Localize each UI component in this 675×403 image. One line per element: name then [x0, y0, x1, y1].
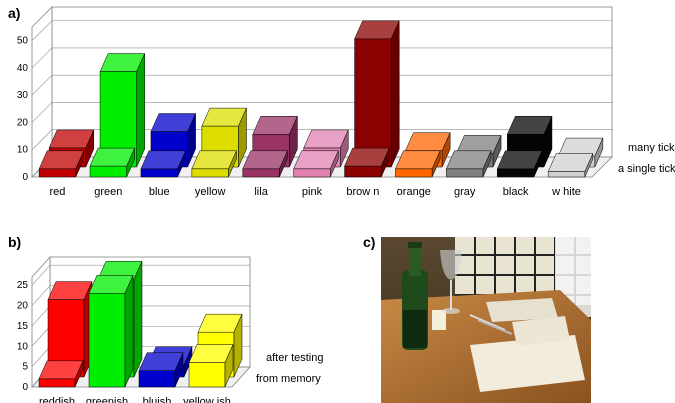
gridline — [31, 264, 250, 286]
x-tick-label: lila — [254, 186, 268, 198]
spoon — [469, 314, 506, 331]
y-tick-label: 50 — [17, 36, 29, 47]
bar — [188, 344, 234, 388]
paper-sheet — [512, 316, 570, 346]
y-tick-label: 30 — [17, 90, 29, 101]
panel-label-c: c) — [363, 234, 375, 250]
x-tick-label: gray — [454, 186, 476, 198]
bar — [140, 150, 186, 178]
bar — [344, 147, 390, 178]
panel-label-b: b) — [8, 234, 21, 250]
wine-glass — [440, 250, 462, 314]
gridline — [31, 20, 612, 41]
series-label: a single tick — [618, 163, 675, 175]
bar — [89, 147, 136, 178]
y-tick-label: 25 — [17, 280, 29, 291]
gridline — [31, 285, 250, 306]
green-bottle — [402, 242, 428, 350]
y-tick-label: 0 — [22, 172, 28, 183]
x-tick-label: pink — [302, 186, 323, 198]
series-label: from memory — [256, 373, 321, 385]
bar — [547, 153, 594, 178]
chart-a-labels: 0 10 20 30 40 50 red green blue yellow lila pink bro… — [17, 36, 675, 198]
y-tick-label: 20 — [17, 117, 29, 128]
bar — [88, 275, 134, 388]
gridline — [31, 129, 612, 150]
bar — [293, 150, 339, 178]
x-tick-label: yellow ish — [183, 396, 231, 403]
table-photo — [381, 237, 591, 403]
y-tick-label: 40 — [17, 63, 29, 74]
chart-b-front-row — [38, 275, 234, 388]
y-tick-label: 10 — [17, 145, 29, 156]
gridline — [31, 47, 612, 69]
y-tick-label: 5 — [22, 362, 28, 373]
y-tick-label: 20 — [17, 301, 29, 312]
shoji-window — [455, 237, 591, 317]
bar — [395, 150, 441, 178]
x-tick-label: blue — [149, 186, 170, 198]
x-tick-label: reddish — [39, 396, 75, 403]
x-tick-label: w hite — [551, 186, 581, 198]
candle — [432, 310, 446, 330]
x-tick-label: orange — [397, 186, 431, 198]
y-tick-label: 15 — [17, 321, 29, 332]
x-tick-label: brow n — [346, 186, 379, 198]
knife — [477, 319, 513, 335]
bar — [99, 53, 146, 168]
x-tick-label: greenish — [86, 396, 128, 403]
x-tick-label: black — [503, 186, 529, 198]
paper-sheet — [486, 298, 558, 322]
y-tick-label: 0 — [22, 382, 28, 393]
panel-label-a: a) — [8, 5, 20, 21]
gridline — [31, 102, 612, 123]
x-tick-label: yellow — [195, 186, 226, 198]
bar — [242, 150, 288, 178]
y-tick-label: 10 — [17, 341, 29, 352]
x-tick-label: bluish — [143, 396, 172, 403]
series-label: after testing — [266, 352, 323, 364]
chart-b: 0 5 10 15 20 25 reddish greenish bluish yellow is… — [17, 255, 324, 403]
bar — [191, 150, 237, 178]
x-tick-label: green — [94, 186, 122, 198]
bar — [138, 352, 184, 388]
bar — [496, 150, 543, 178]
bar — [38, 150, 85, 178]
bar — [38, 360, 84, 388]
series-label: many ticks — [628, 142, 675, 154]
chart-a: 0 10 20 30 40 50 red green blue yellow lila pink bro… — [17, 6, 675, 198]
bar — [354, 20, 400, 168]
x-tick-label: red — [50, 186, 66, 198]
chart-a-front-row — [38, 147, 594, 178]
bar — [446, 150, 492, 178]
paper-sheet — [470, 335, 585, 392]
chart-b-labels: 0 5 10 15 20 25 reddish greenish bluish yellow is… — [17, 280, 324, 403]
gridline — [31, 74, 612, 96]
